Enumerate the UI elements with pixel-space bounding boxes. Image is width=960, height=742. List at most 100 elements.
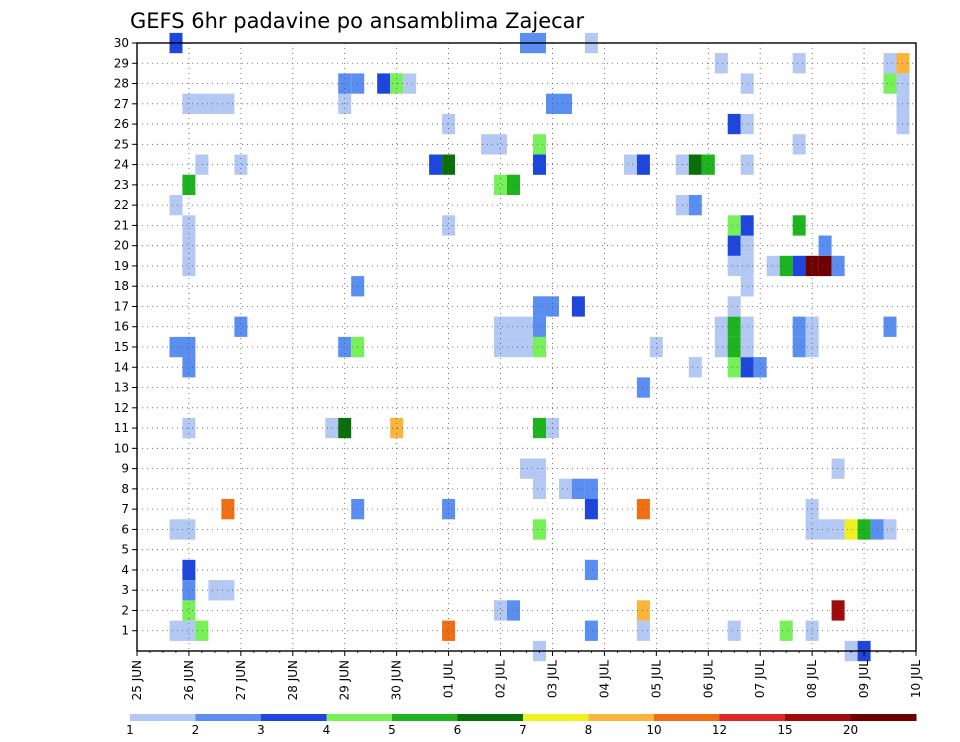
data-cell [714, 53, 728, 74]
y-tick-label: 27 [114, 97, 129, 111]
data-cell [442, 113, 456, 135]
y-tick-label: 2 [121, 603, 129, 617]
data-cell [533, 316, 546, 337]
colorbar-label: 10 [646, 723, 661, 737]
data-cell [727, 255, 741, 277]
y-tick-label: 14 [114, 360, 129, 374]
data-cell [584, 620, 598, 641]
data-cell [182, 620, 196, 641]
y-tick-label: 17 [114, 299, 129, 313]
data-cell [818, 235, 832, 256]
data-cell [727, 215, 741, 236]
y-tick-label: 13 [114, 381, 129, 395]
data-cell [520, 316, 533, 337]
data-cell [494, 174, 507, 195]
data-cell [234, 316, 248, 337]
data-cell [818, 255, 832, 277]
data-cell [883, 316, 897, 337]
data-cell [494, 600, 507, 621]
data-cell [533, 417, 546, 439]
x-tick-label: 07 JUL [753, 660, 767, 698]
data-cell [636, 600, 650, 621]
data-cell [182, 600, 196, 621]
colorbar-label: 2 [192, 723, 200, 737]
data-cell [623, 154, 637, 175]
data-cell [779, 620, 793, 641]
colorbar-swatch [195, 714, 262, 721]
y-tick-label: 16 [114, 320, 129, 334]
y-tick-label: 8 [121, 482, 129, 496]
x-tick-label: 30 JUN [390, 660, 404, 700]
data-cell [792, 215, 806, 236]
data-cell [701, 154, 715, 175]
y-tick-label: 10 [114, 441, 129, 455]
y-tick-label: 6 [121, 522, 129, 536]
colorbar-label: 12 [712, 723, 727, 737]
y-tick-label: 28 [114, 77, 129, 91]
data-cell [636, 154, 650, 175]
colorbar-swatch [457, 714, 524, 721]
data-cell [533, 336, 546, 358]
data-cell [818, 519, 832, 540]
colorbar: 1 2 3 4 5 6 7 8 10 12 15 20 [126, 714, 917, 737]
x-axis: 25 JUN 26 JUN 27 JUN 28 JUN 29 JUN 30 JUN 01 J… [130, 651, 923, 700]
y-tick-label: 15 [114, 340, 129, 354]
x-tick-label: 04 JUL [597, 660, 611, 698]
data-cell [182, 357, 196, 378]
data-cells [169, 32, 910, 662]
data-cell [727, 296, 741, 317]
data-cell [727, 620, 741, 641]
data-cell [831, 600, 845, 621]
data-cell [727, 316, 741, 337]
data-cell [182, 519, 196, 540]
data-cell [195, 620, 209, 641]
data-cell [208, 93, 222, 114]
y-tick-label: 11 [114, 421, 129, 435]
data-cell [182, 255, 196, 277]
y-tick-label: 25 [114, 137, 129, 151]
y-tick-label: 24 [114, 158, 129, 172]
data-cell [494, 316, 507, 337]
colorbar-swatch [654, 714, 720, 721]
x-tick-label: 05 JUL [649, 660, 663, 698]
x-tick-label: 01 JUL [442, 660, 456, 698]
data-cell [792, 316, 806, 337]
data-cell [844, 519, 858, 540]
data-cell [727, 336, 741, 358]
data-cell [338, 336, 352, 358]
chart-title: GEFS 6hr padavine po ansamblima Zajecar [130, 9, 585, 33]
data-cell [507, 336, 520, 358]
colorbar-label: 4 [323, 723, 331, 737]
data-cell [636, 620, 650, 641]
x-tick-label: 02 JUL [494, 660, 508, 698]
data-cell [766, 255, 780, 277]
data-cell [688, 195, 702, 216]
data-cell [442, 215, 456, 236]
colorbar-label: 3 [257, 723, 265, 737]
data-cell [520, 458, 533, 479]
y-tick-label: 1 [121, 624, 129, 638]
data-cell [182, 215, 196, 236]
data-cell [169, 195, 183, 216]
y-tick-label: 12 [114, 401, 129, 415]
x-tick-label: 27 JUN [234, 660, 248, 700]
data-cell [325, 417, 339, 439]
data-cell [195, 93, 209, 114]
data-cell [494, 336, 507, 358]
data-cell [727, 113, 741, 135]
y-tick-label: 23 [114, 178, 129, 192]
y-tick-label: 20 [114, 239, 129, 253]
colorbar-label: 5 [388, 723, 396, 737]
data-cell [403, 73, 417, 94]
data-cell [831, 519, 845, 540]
data-cell [792, 255, 806, 277]
colorbar-label: 7 [519, 723, 527, 737]
colorbar-label: 1 [126, 723, 134, 737]
x-tick-label: 25 JUN [130, 660, 144, 700]
data-cell [883, 73, 897, 94]
data-cell [533, 154, 546, 175]
data-cell [559, 93, 572, 114]
data-cell [507, 600, 520, 621]
data-cell [169, 620, 183, 641]
data-cell [584, 499, 598, 520]
